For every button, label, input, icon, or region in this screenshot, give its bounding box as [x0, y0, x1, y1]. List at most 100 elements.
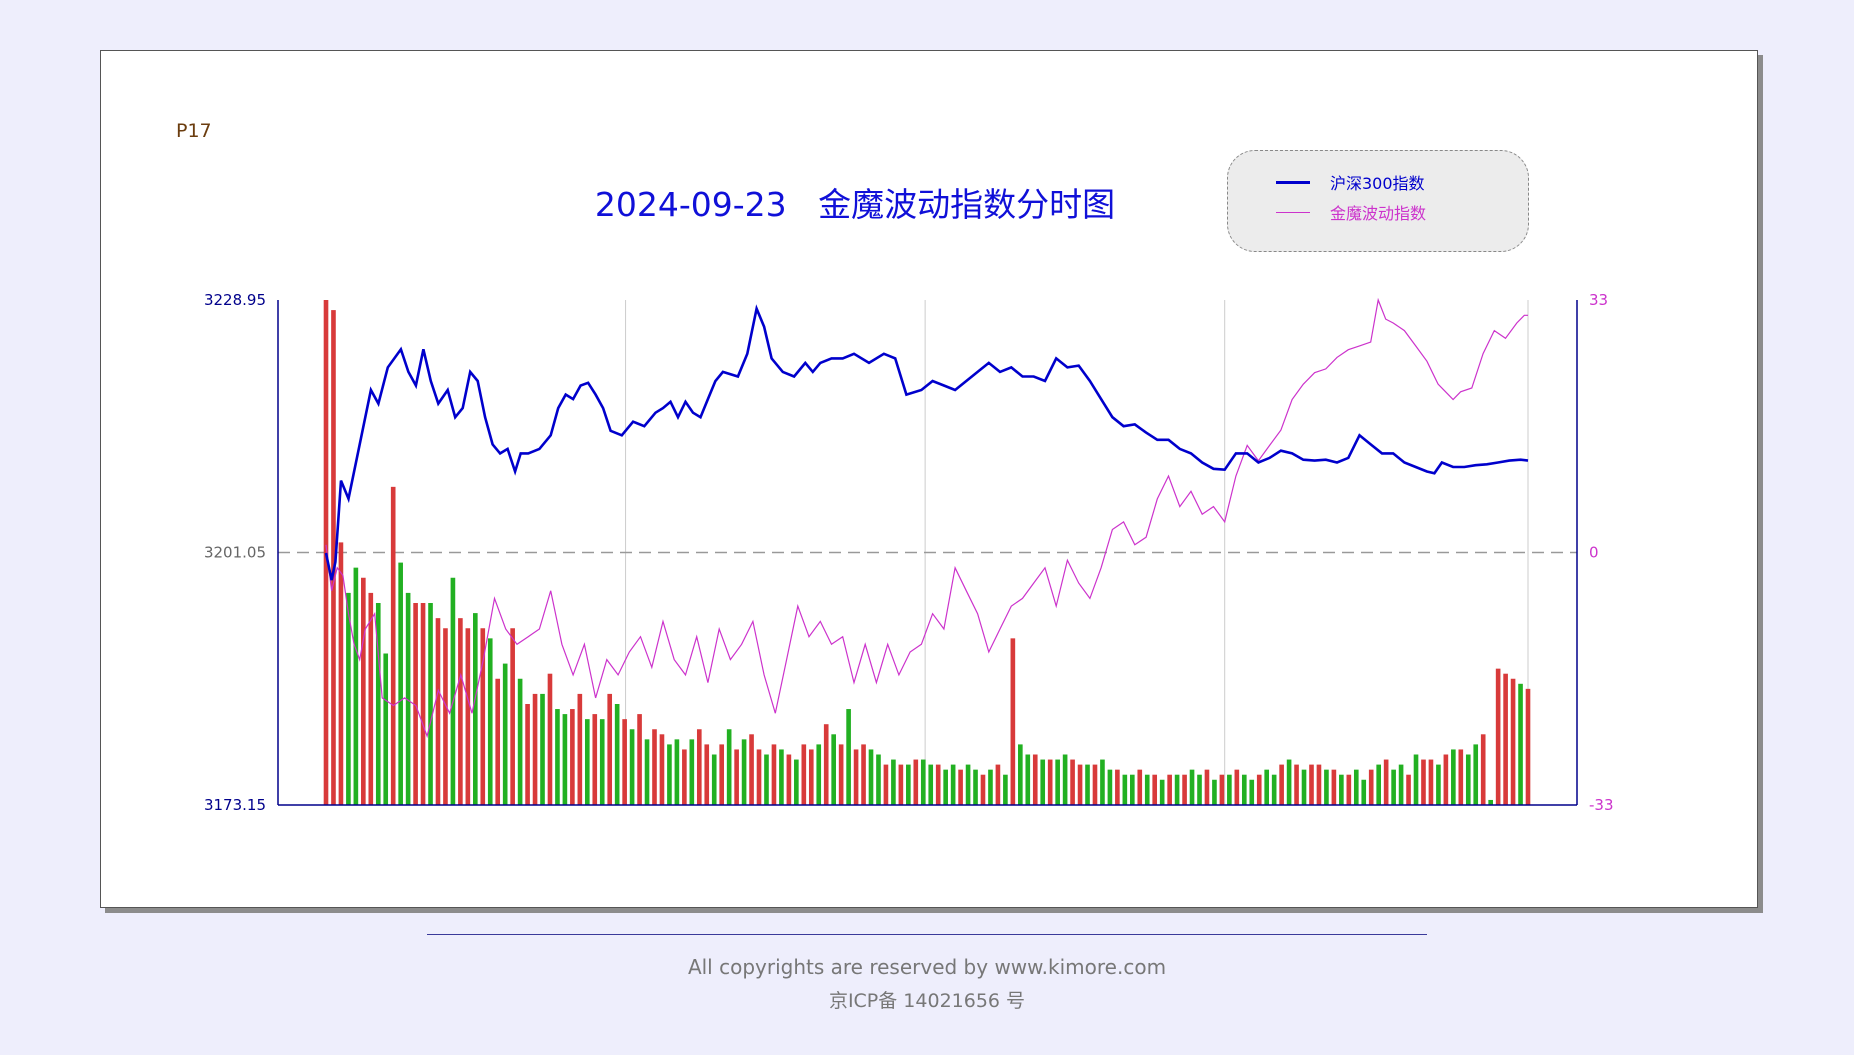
legend-swatch-index: [1276, 180, 1310, 184]
footer-copyright: All copyrights are reserved by www.kimor…: [687, 955, 1167, 979]
volume-bar: [973, 769, 978, 805]
volume-bar: [331, 310, 336, 805]
volume-bar: [577, 693, 583, 805]
volume-bar: [1085, 764, 1090, 805]
volume-bar: [1465, 754, 1471, 805]
volume-bar: [764, 754, 769, 805]
volume-bar: [1421, 759, 1426, 805]
legend-label-mowave: 金魔波动指数: [1330, 204, 1427, 223]
volume-bar: [801, 744, 807, 805]
volume-bar: [876, 754, 881, 805]
volume-bar: [1353, 769, 1359, 805]
volume-bar: [1062, 754, 1068, 805]
legend-swatch-mowave: [1276, 211, 1310, 213]
volume-bar: [816, 744, 822, 805]
volume-bar: [667, 744, 672, 805]
volume-bar: [1070, 759, 1075, 805]
volume-bar: [1376, 764, 1381, 805]
volume-bar: [1144, 774, 1150, 805]
volume-bar: [771, 744, 777, 805]
volume-bar: [532, 693, 538, 805]
volume-bar: [1488, 799, 1493, 805]
volume-bar: [1473, 744, 1479, 805]
volume-bar: [1279, 764, 1284, 805]
volume-bar: [555, 709, 560, 805]
volume-bar: [726, 729, 732, 805]
volume-bar: [1130, 774, 1135, 805]
page-tag: P17: [176, 120, 212, 142]
volume-bar: [1227, 774, 1232, 805]
legend: 沪深300指数 金魔波动指数: [1227, 150, 1529, 252]
volume-bar: [584, 719, 590, 805]
y-right-tick-label: -33: [1589, 796, 1614, 814]
volume-bar: [696, 729, 702, 805]
volume-bar: [517, 678, 523, 805]
volume-bar: [1249, 779, 1255, 805]
volume-bar: [1219, 774, 1225, 805]
volume-bar: [1122, 774, 1128, 805]
series-line-index: [324, 304, 1529, 581]
volume-bar: [510, 628, 515, 805]
volume-bar: [1100, 759, 1105, 805]
volume-bar: [1167, 774, 1172, 805]
volume-bar: [592, 714, 598, 805]
volume-bar: [1286, 759, 1292, 805]
volume-bar: [644, 739, 650, 805]
volume-bar: [756, 749, 762, 805]
volume-bar: [540, 693, 545, 805]
volume-bar: [1346, 774, 1352, 805]
volume-bar: [898, 764, 904, 805]
volume-bar: [570, 709, 575, 805]
volume-bar: [704, 744, 710, 805]
volume-bar: [711, 754, 717, 805]
series-line-mowave: [325, 297, 1528, 739]
volume-bar: [547, 673, 553, 805]
volume-bar: [1480, 734, 1486, 805]
volume-bar: [883, 764, 889, 805]
volume-bar: [1092, 764, 1098, 805]
volume-bar: [599, 719, 605, 805]
volume-bar: [980, 774, 986, 805]
volume-bar: [480, 628, 486, 805]
volume-bar: [562, 714, 568, 805]
volume-bar: [435, 618, 441, 805]
volume-bar: [502, 663, 508, 805]
legend-item-index: 沪深300指数: [1276, 170, 1425, 194]
y-left-tick-label: 3173.15: [204, 796, 266, 814]
volume-bar: [913, 759, 919, 805]
volume-bar: [1047, 759, 1053, 805]
volume-bar: [450, 577, 456, 805]
volume-bar: [652, 729, 657, 805]
volume-bar: [1458, 749, 1464, 805]
y-right-tick-label: 33: [1589, 291, 1608, 309]
volume-bar: [674, 739, 680, 805]
volume-bar: [1301, 769, 1307, 805]
volume-bar: [1137, 769, 1143, 805]
volume-bar: [465, 628, 471, 805]
volume-bar: [458, 618, 463, 805]
y-right-tick-label: 0: [1589, 544, 1599, 562]
volume-bar: [1518, 683, 1523, 805]
volume-bar: [823, 724, 829, 805]
volume-bar: [1368, 769, 1374, 805]
volume-bar: [398, 562, 403, 805]
volume-bar: [405, 592, 411, 805]
volume-bar: [853, 749, 859, 805]
volume-bar: [1443, 754, 1449, 805]
volume-bar: [1032, 754, 1038, 805]
volume-bar: [428, 603, 433, 805]
volume-bar: [1383, 759, 1389, 805]
volume-bar: [1525, 688, 1531, 805]
volume-bar: [965, 764, 971, 805]
volume-bar: [1077, 764, 1083, 805]
volume-bar: [928, 764, 934, 805]
volume-bar: [995, 764, 1001, 805]
volume-bar: [808, 749, 814, 805]
volume-bar: [1159, 779, 1165, 805]
volume-bar: [1234, 769, 1240, 805]
volume-bar: [950, 764, 956, 805]
volume-bar: [1003, 774, 1008, 805]
volume-bar: [338, 542, 344, 805]
volume-bar: [689, 739, 695, 805]
